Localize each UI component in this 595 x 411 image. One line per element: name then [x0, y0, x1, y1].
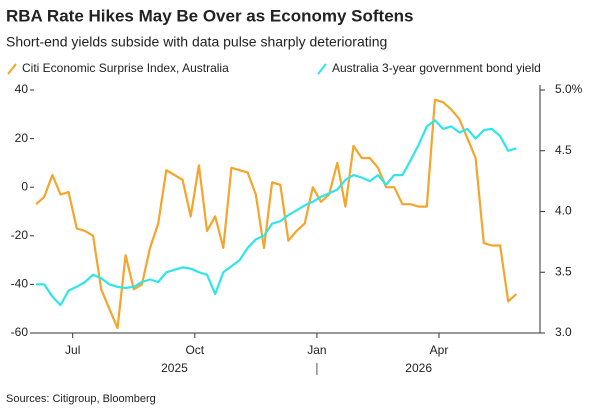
y-tick-label: 40	[15, 82, 29, 96]
x-tick-label: Apr	[430, 343, 449, 357]
y2-tick-label: 4.5	[555, 143, 572, 157]
y-tick-label: 20	[15, 131, 29, 145]
y-tick-label: -20	[11, 228, 29, 242]
y2-tick-label: 3.0	[555, 325, 572, 339]
source-note: Sources: Citigroup, Bloomberg	[6, 393, 156, 405]
legend-swatch	[317, 63, 327, 75]
y-tick-label: -40	[11, 277, 29, 291]
x-tick-label: Oct	[185, 343, 204, 357]
legend-swatch	[7, 63, 17, 75]
series-line	[35, 98, 518, 330]
legend-label: Australia 3-year government bond yield	[332, 61, 541, 75]
y2-tick-label: 5.0%	[555, 82, 583, 96]
y-tick-label: -60	[11, 325, 29, 339]
legend-label: Citi Economic Surprise Index, Australia	[22, 61, 229, 75]
x-tick-label: Jul	[65, 343, 80, 357]
series-line	[36, 119, 517, 307]
x-tick-label: Jan	[307, 343, 326, 357]
y2-tick-label: 3.5	[555, 264, 572, 278]
x-year-label: 2026	[405, 361, 432, 375]
y-tick-label: 0	[21, 179, 28, 193]
x-year-label: 2025	[161, 361, 188, 375]
chart-subtitle: Short-end yields subside with data pulse…	[6, 34, 387, 50]
y2-tick-label: 4.0	[555, 204, 572, 218]
chart-title: RBA Rate Hikes May Be Over as Economy So…	[6, 6, 414, 25]
